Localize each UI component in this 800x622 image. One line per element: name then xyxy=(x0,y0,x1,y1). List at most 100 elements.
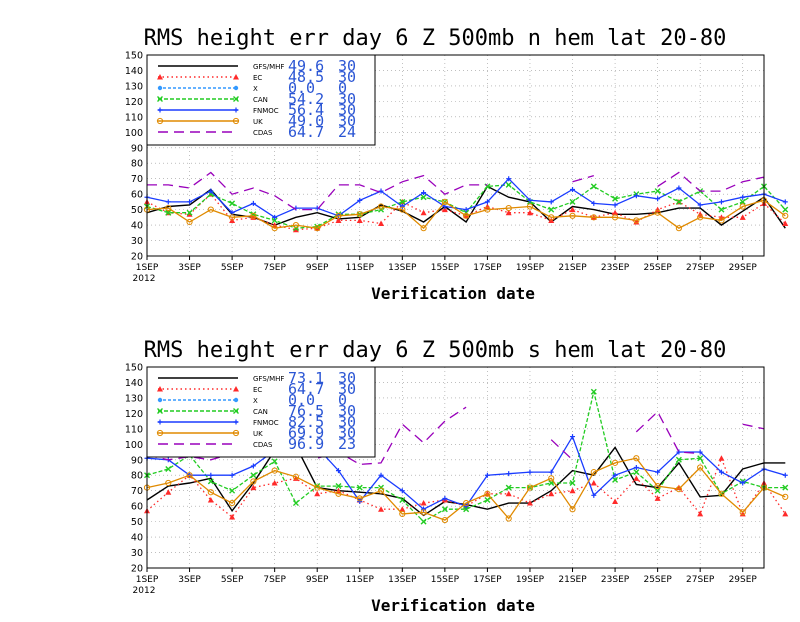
data-point xyxy=(463,499,470,507)
data-point xyxy=(590,469,597,476)
legend-count: 30 xyxy=(338,68,356,86)
data-point xyxy=(421,190,427,196)
x-tick-label: 9SEP xyxy=(306,575,329,585)
legend-marker xyxy=(233,96,239,102)
x-tick-label: 5SEP xyxy=(221,575,244,585)
data-point xyxy=(570,434,576,440)
plot-frame xyxy=(146,366,765,569)
series-can xyxy=(144,181,789,232)
data-point xyxy=(378,472,384,478)
x-tick-label: 21SEP xyxy=(558,263,587,273)
data-point xyxy=(633,475,640,481)
data-point xyxy=(526,203,534,210)
data-point xyxy=(165,479,172,487)
data-point xyxy=(250,484,257,491)
data-point xyxy=(442,495,448,501)
data-point xyxy=(484,206,491,213)
y-tick-label: 120 xyxy=(125,97,143,108)
data-point xyxy=(378,506,385,512)
data-point xyxy=(782,212,789,219)
legend-label: EC xyxy=(253,386,262,394)
data-point xyxy=(186,209,193,216)
legend-marker xyxy=(157,96,163,102)
data-point xyxy=(654,487,661,494)
data-point xyxy=(229,214,236,221)
x-tick-label: 13SEP xyxy=(388,575,417,585)
data-point xyxy=(697,202,703,208)
data-point xyxy=(782,472,788,478)
series-cdas xyxy=(147,171,765,211)
data-point xyxy=(399,496,406,503)
legend-mean: 69.9 xyxy=(288,424,324,442)
data-point xyxy=(186,218,193,226)
data-point xyxy=(250,212,257,219)
data-point xyxy=(207,478,214,485)
data-point xyxy=(250,463,256,469)
data-point xyxy=(335,468,341,474)
data-point xyxy=(250,478,257,485)
legend-mean: 82.5 xyxy=(288,413,324,431)
data-point xyxy=(676,449,682,455)
data-point xyxy=(548,206,555,213)
data-point xyxy=(506,176,512,182)
data-point xyxy=(548,214,555,221)
legend-count: 0 xyxy=(338,79,347,97)
data-point xyxy=(505,515,512,522)
data-point xyxy=(484,472,490,478)
data-point xyxy=(526,500,533,506)
data-point xyxy=(335,490,342,497)
data-point xyxy=(207,489,214,496)
data-point xyxy=(314,484,321,491)
legend-label: CDAS xyxy=(253,129,273,137)
data-point xyxy=(569,198,576,205)
data-point xyxy=(272,214,278,220)
data-point xyxy=(187,199,193,205)
data-point xyxy=(399,506,406,512)
data-point xyxy=(782,220,789,227)
y-tick-label: 140 xyxy=(125,378,143,389)
data-point xyxy=(676,185,682,191)
legend-mean: 64.7 xyxy=(288,123,324,141)
data-point xyxy=(505,181,512,188)
data-point xyxy=(165,466,172,473)
chart-title: RMS height err day 6 Z 500mb s hem lat 2… xyxy=(144,338,727,363)
data-point xyxy=(165,209,172,216)
legend-label: EC xyxy=(253,74,262,82)
data-point xyxy=(271,467,278,474)
data-point xyxy=(463,212,470,219)
data-point xyxy=(782,510,789,517)
data-point xyxy=(633,217,640,224)
data-point xyxy=(377,203,385,210)
data-point xyxy=(441,516,448,524)
legend-marker xyxy=(157,74,163,80)
y-tick-label: 80 xyxy=(131,471,143,482)
x-tick-label: 5SEP xyxy=(221,263,244,273)
legend-box xyxy=(146,54,376,146)
y-tick-label: 20 xyxy=(131,564,143,575)
data-point xyxy=(718,217,725,224)
legend-count: 30 xyxy=(338,380,356,398)
data-point xyxy=(548,199,554,205)
y-tick-label: 70 xyxy=(131,486,143,497)
x-axis-label: Verification date xyxy=(371,596,535,615)
legend-label: UK xyxy=(253,430,263,438)
data-point xyxy=(633,455,640,462)
legend-count: 30 xyxy=(338,112,356,130)
data-point xyxy=(356,484,363,491)
data-point xyxy=(526,209,533,216)
y-tick-label: 40 xyxy=(131,533,143,544)
data-point xyxy=(463,506,470,513)
data-point xyxy=(655,196,661,202)
legend-marker xyxy=(232,429,240,437)
data-point xyxy=(548,490,555,497)
data-point xyxy=(739,198,746,205)
data-point xyxy=(441,506,448,513)
legend-label: GFS/MHF xyxy=(253,375,284,383)
data-point xyxy=(569,487,576,494)
y-tick-label: 30 xyxy=(131,548,143,559)
data-point xyxy=(484,199,490,205)
data-point xyxy=(229,472,235,478)
data-point xyxy=(250,200,256,206)
x-tick-label: 13SEP xyxy=(388,263,417,273)
